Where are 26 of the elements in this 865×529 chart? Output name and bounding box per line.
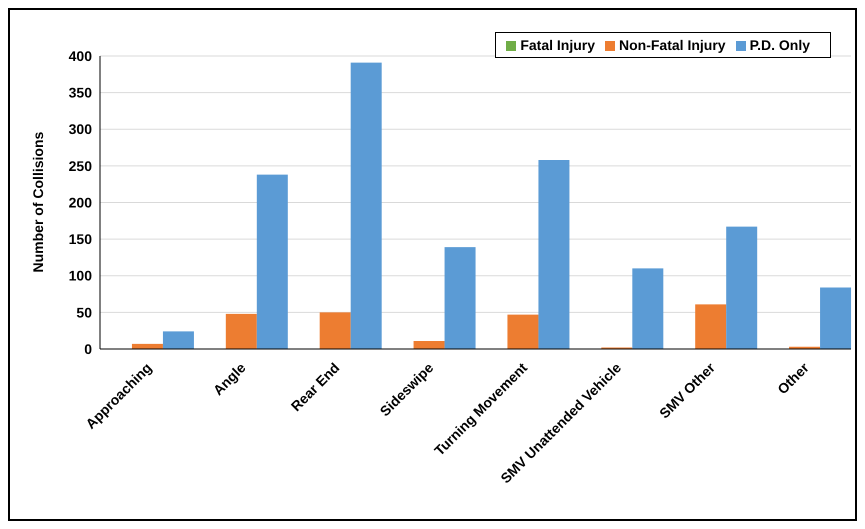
bar	[820, 287, 852, 349]
bar	[226, 314, 257, 349]
bar	[726, 226, 758, 349]
bar	[350, 62, 382, 349]
bar	[320, 312, 351, 349]
y-tick-label: 250	[68, 158, 92, 174]
bar	[695, 304, 726, 349]
bar	[507, 314, 538, 349]
bar	[538, 160, 570, 349]
y-tick-label: 400	[68, 48, 92, 64]
y-tick-label: 300	[68, 121, 92, 138]
legend-label: Fatal Injury	[520, 37, 595, 53]
y-tick-label: 200	[68, 194, 92, 210]
y-tick-label: 100	[68, 268, 92, 284]
bar	[414, 340, 445, 349]
bar	[444, 247, 476, 349]
bar	[162, 331, 194, 349]
legend-label: Non-Fatal Injury	[619, 37, 726, 53]
legend-label: P.D. Only	[750, 37, 810, 53]
bar	[632, 268, 664, 349]
y-tick-label: 0	[84, 340, 92, 357]
y-axis-title: Number of Collisions	[30, 132, 46, 272]
y-tick-label: 50	[76, 304, 92, 320]
y-tick-label: 150	[68, 231, 92, 248]
bar	[256, 174, 288, 349]
y-tick-label: 350	[68, 84, 92, 101]
